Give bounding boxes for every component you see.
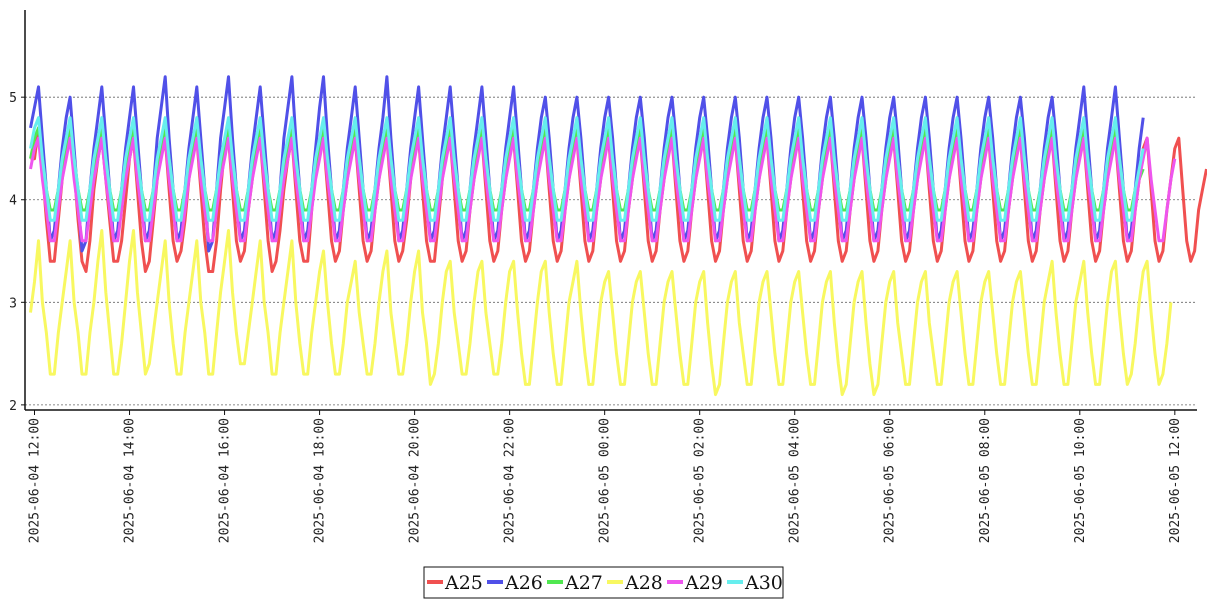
x-tick-label: 2025-06-05 10:00	[1073, 418, 1088, 543]
y-gridlines	[25, 96, 1197, 406]
x-tick-label: 2025-06-05 04:00	[788, 418, 803, 543]
series-line-a30	[29, 116, 1145, 222]
legend: A25 A26 A27 A28 A29 A30	[423, 566, 784, 599]
x-tick-label: 2025-06-04 20:00	[408, 418, 423, 543]
x-tick-label: 2025-06-05 12:00	[1168, 418, 1183, 543]
x-tick-label: 2025-06-04 18:00	[313, 418, 328, 543]
x-tick-label: 2025-06-05 08:00	[978, 418, 993, 543]
series-line-a28	[29, 229, 1173, 397]
legend-label-a28: A28	[624, 572, 663, 594]
x-axis-ticks: 2025-06-04 12:00 2025-06-04 14:00 2025-06-…	[28, 410, 1183, 543]
x-tick-label: 2025-06-04 14:00	[123, 418, 138, 543]
legend-label-a27: A27	[564, 572, 603, 594]
legend-box	[423, 566, 784, 599]
x-tick-label: 2025-06-04 16:00	[218, 418, 233, 543]
legend-label-a26: A26	[504, 572, 543, 594]
y-tick-label: 5	[9, 91, 17, 106]
y-tick-label: 3	[9, 296, 17, 311]
x-tick-label: 2025-06-05 02:00	[693, 418, 708, 543]
legend-label-a30: A30	[744, 572, 783, 594]
series-line-a29	[29, 136, 1177, 243]
y-axis-ticks: 2 3 4 5	[9, 91, 25, 414]
x-tick-label: 2025-06-04 12:00	[28, 418, 43, 543]
y-tick-label: 2	[9, 399, 17, 414]
x-tick-label: 2025-06-04 22:00	[503, 418, 518, 543]
y-tick-label: 4	[9, 194, 17, 209]
x-tick-label: 2025-06-05 06:00	[883, 418, 898, 543]
series-lines	[29, 75, 1207, 397]
x-tick-label: 2025-06-05 00:00	[598, 418, 613, 543]
legend-label-a25: A25	[444, 572, 483, 594]
legend-label-a29: A29	[684, 572, 723, 594]
